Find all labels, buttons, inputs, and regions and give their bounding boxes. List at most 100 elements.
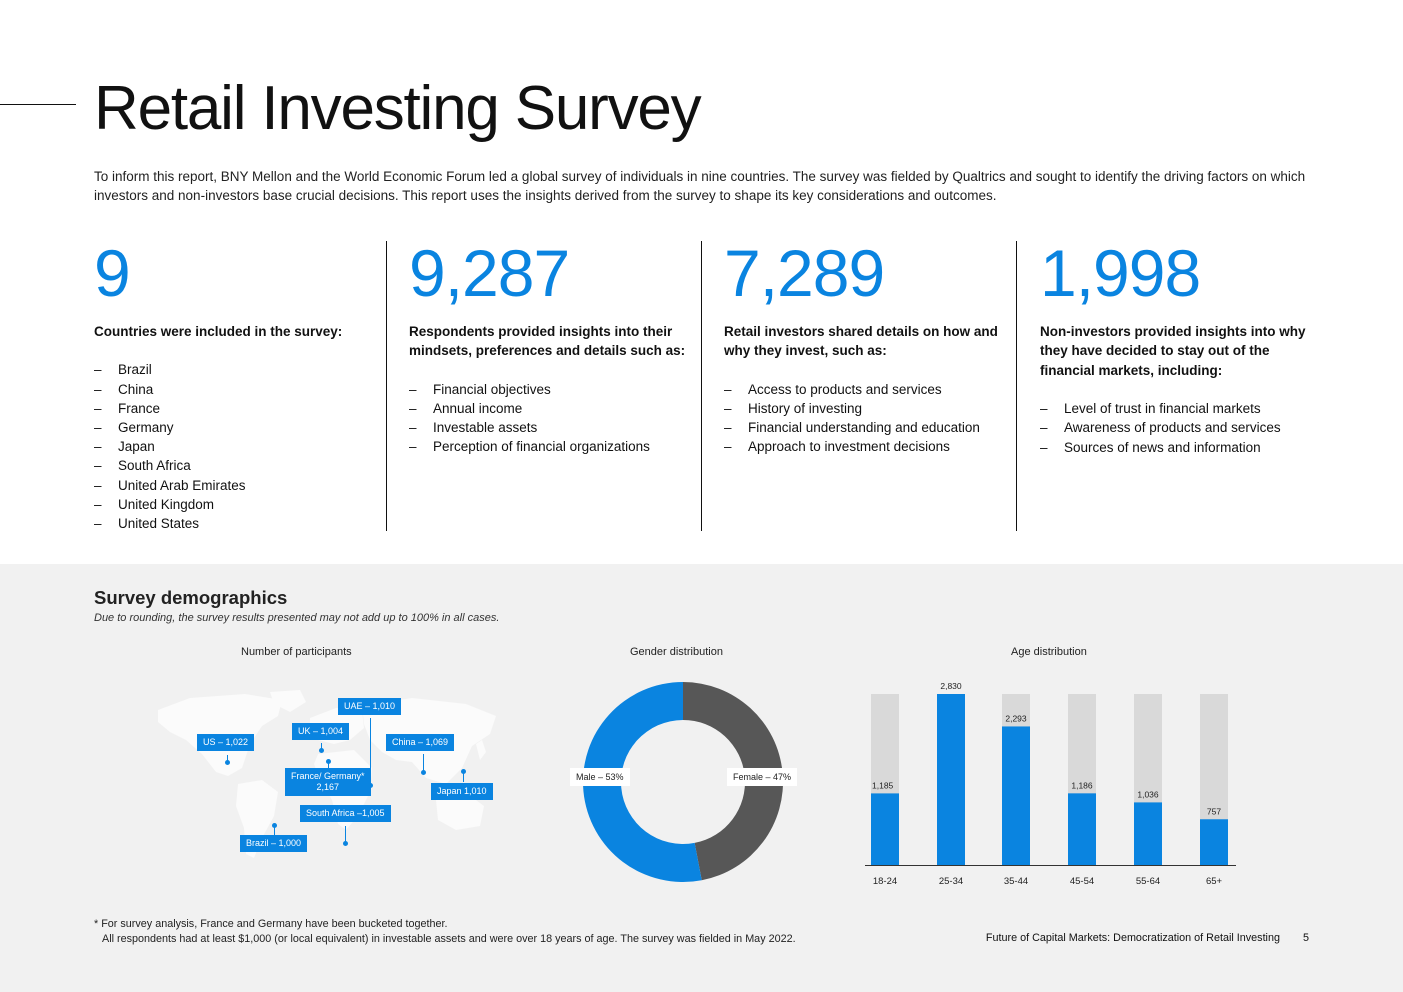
footnote-line-2: All respondents had at least $1,000 (or … <box>102 933 796 945</box>
column-divider <box>1016 241 1017 531</box>
stat-respondents: 9,287 Respondents provided insights into… <box>409 238 689 457</box>
stat-countries: 9 Countries were included in the survey:… <box>94 238 374 533</box>
list-item: Sources of news and information <box>1040 438 1320 457</box>
stat-non-investors: 1,998 Non-investors provided insights in… <box>1040 238 1320 457</box>
list-item: France <box>94 399 374 418</box>
list-item: Level of trust in financial markets <box>1040 399 1320 418</box>
age-category-label: 55-64 <box>1136 876 1160 887</box>
list-item: Germany <box>94 418 374 437</box>
stat-number: 7,289 <box>724 236 885 310</box>
page-footer: Future of Capital Markets: Democratizati… <box>986 932 1309 944</box>
age-category-label: 35-44 <box>1004 876 1028 887</box>
age-bar-chart: 1,185 18-24 2,830 25-34 2,293 35-44 1,186 45-54… <box>865 681 1236 887</box>
age-category-label: 65+ <box>1206 876 1223 887</box>
footnote-line-1: * For survey analysis, France and German… <box>94 918 448 930</box>
age-bar-65+ <box>1200 819 1228 865</box>
list-item: Brazil <box>94 360 374 379</box>
list-item: Awareness of products and services <box>1040 418 1320 437</box>
age-value-label: 1,186 <box>1071 780 1093 790</box>
stat-list: Access to products and services History … <box>724 380 1004 457</box>
list-item: Financial understanding and education <box>724 418 1004 437</box>
gender-label-male: Male – 53% <box>570 768 630 786</box>
japan <box>476 740 486 760</box>
stat-heading: Non-investors provided insights into why… <box>1040 324 1306 378</box>
list-item: Access to products and services <box>724 380 1004 399</box>
footer-subtitle: Democratization of Retail Investing <box>1113 932 1280 944</box>
age-category-label: 18-24 <box>873 876 897 887</box>
stat-heading: Respondents provided insights into their… <box>409 324 686 359</box>
greenland <box>270 690 306 712</box>
age-bar-55-64 <box>1134 802 1162 865</box>
age-bar-25-34 <box>937 694 965 865</box>
footer-series: Future of Capital Markets: <box>985 932 1111 944</box>
south-africa-pin <box>345 826 346 843</box>
map-label-japan: Japan 1,010 <box>431 783 493 800</box>
list-item: South Africa <box>94 456 374 475</box>
map-label-brazil: Brazil – 1,000 <box>240 835 308 852</box>
list-item: Financial objectives <box>409 380 689 399</box>
list-item: Investable assets <box>409 418 689 437</box>
demographics-note: Due to rounding, the survey results pres… <box>94 612 500 624</box>
list-item: Japan <box>94 437 374 456</box>
gender-slice-male <box>583 682 702 882</box>
stat-list: Financial objectives Annual income Inves… <box>409 380 689 457</box>
france-germany-pin <box>328 762 329 771</box>
stat-number: 9,287 <box>409 236 570 310</box>
japan-pin <box>463 772 464 782</box>
us-pin <box>227 755 228 762</box>
age-title: Age distribution <box>1011 646 1087 658</box>
map-label-south-africa: South Africa –1,005 <box>300 805 391 822</box>
age-value-label: 2,293 <box>1005 713 1027 723</box>
japan-dot <box>461 769 466 774</box>
list-item: History of investing <box>724 399 1004 418</box>
stat-number: 1,998 <box>1040 236 1201 310</box>
map-label-uk: UK – 1,004 <box>292 723 350 740</box>
demographics-title: Survey demographics <box>94 587 288 608</box>
title-rule <box>0 104 76 105</box>
stat-list: Brazil China France Germany Japan South … <box>94 360 374 533</box>
page-number: 5 <box>1302 932 1309 944</box>
age-value-label: 1,036 <box>1137 789 1159 799</box>
map-label-france-germany: France/ Germany* 2,167 <box>285 768 371 796</box>
brazil-pin <box>274 825 275 835</box>
list-item: United States <box>94 514 374 533</box>
age-bar-18-24 <box>871 793 899 865</box>
list-item: United Kingdom <box>94 495 374 514</box>
list-item: Approach to investment decisions <box>724 437 1004 456</box>
uk-dot <box>319 748 324 753</box>
age-value-label: 1,185 <box>872 780 894 790</box>
map-label-china: China – 1,069 <box>386 734 455 751</box>
stat-list: Level of trust in financial markets Awar… <box>1040 399 1320 457</box>
gender-donut-chart <box>583 682 783 882</box>
age-value-label: 2,830 <box>940 681 962 691</box>
footnote: * For survey analysis, France and German… <box>94 917 796 947</box>
map-label-france-germany-value: 2,167 <box>316 782 340 792</box>
china-dot <box>421 770 426 775</box>
age-bar-45-54 <box>1068 793 1096 865</box>
column-divider <box>701 241 702 531</box>
participants-title: Number of participants <box>241 646 352 658</box>
age-category-label: 25-34 <box>939 876 963 887</box>
stat-retail-investors: 7,289 Retail investors shared details on… <box>724 238 1004 457</box>
stat-heading: Retail investors shared details on how a… <box>724 324 998 359</box>
south-africa-dot <box>343 841 348 846</box>
intro-paragraph: To inform this report, BNY Mellon and th… <box>94 169 1306 203</box>
age-bar-35-44 <box>1002 726 1030 865</box>
gender-label-female: Female – 47% <box>727 768 798 786</box>
brazil-dot <box>272 823 277 828</box>
china-pin <box>423 754 424 772</box>
list-item: Annual income <box>409 399 689 418</box>
gender-title: Gender distribution <box>630 646 723 658</box>
stat-heading: Countries were included in the survey: <box>94 324 343 339</box>
age-value-label: 757 <box>1207 806 1221 816</box>
list-item: Perception of financial organizations <box>409 437 689 456</box>
france-germany-dot <box>326 759 331 764</box>
gender-slice-female <box>683 682 783 881</box>
column-divider <box>386 241 387 531</box>
uk-pin <box>321 743 322 750</box>
australia <box>436 794 484 830</box>
stat-number: 9 <box>94 236 131 310</box>
map-label-uae: UAE – 1,010 <box>338 698 402 715</box>
us-dot <box>225 760 230 765</box>
page-title: Retail Investing Survey <box>94 74 702 143</box>
